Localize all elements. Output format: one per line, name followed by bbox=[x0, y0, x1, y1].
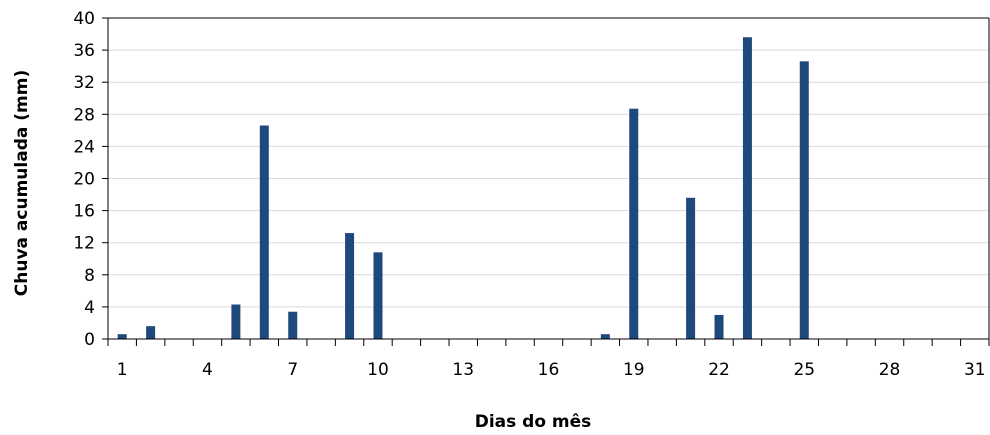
bar-day-23 bbox=[742, 37, 752, 339]
x-tick-label-22: 22 bbox=[708, 360, 730, 380]
x-tick-label-1: 1 bbox=[117, 360, 128, 380]
bars bbox=[117, 37, 809, 340]
bar-day-1 bbox=[117, 334, 127, 339]
bar-day-9 bbox=[345, 233, 355, 339]
y-tick-label-16: 16 bbox=[73, 202, 95, 222]
y-tick-label-36: 36 bbox=[73, 41, 95, 61]
y-axis-title: Chuva acumulada (mm) bbox=[12, 70, 32, 296]
x-tick-label-25: 25 bbox=[793, 360, 815, 380]
y-tick-label-24: 24 bbox=[73, 137, 95, 157]
y-tick-label-28: 28 bbox=[73, 105, 95, 125]
bar-day-5 bbox=[231, 304, 241, 339]
y-tick-label-12: 12 bbox=[73, 234, 95, 254]
bar-day-10 bbox=[373, 252, 383, 339]
x-tick-label-19: 19 bbox=[623, 360, 645, 380]
x-tick-label-31: 31 bbox=[964, 360, 986, 380]
x-axis-title: Dias do mês bbox=[475, 412, 592, 431]
bar-day-25 bbox=[799, 61, 809, 339]
y-tick-label-40: 40 bbox=[73, 9, 95, 29]
bar-day-7 bbox=[288, 311, 298, 339]
y-tick-label-20: 20 bbox=[73, 170, 95, 190]
x-tick-label-28: 28 bbox=[879, 360, 901, 380]
y-tick-labels: 0 4 8 12 16 20 24 28 32 36 40 bbox=[73, 9, 95, 350]
axes bbox=[102, 17, 990, 346]
bar-day-21 bbox=[686, 197, 696, 339]
bar-day-22 bbox=[714, 314, 724, 339]
bar-day-19 bbox=[629, 108, 639, 340]
x-tick-labels: 1 4 7 10 13 16 19 22 25 28 31 bbox=[117, 360, 986, 380]
bar-day-6 bbox=[259, 125, 269, 339]
bar-day-18 bbox=[600, 334, 610, 339]
x-tick-label-13: 13 bbox=[452, 360, 474, 380]
x-tick-label-4: 4 bbox=[202, 360, 213, 380]
y-tick-label-0: 0 bbox=[84, 330, 95, 350]
x-tick-label-7: 7 bbox=[287, 360, 298, 380]
gridlines bbox=[108, 17, 989, 308]
y-tick-label-4: 4 bbox=[84, 298, 95, 318]
x-tick-label-16: 16 bbox=[538, 360, 560, 380]
y-tick-label-8: 8 bbox=[84, 266, 95, 286]
x-tick-label-10: 10 bbox=[367, 360, 389, 380]
y-tick-label-32: 32 bbox=[73, 73, 95, 93]
bar-day-2 bbox=[146, 326, 156, 339]
